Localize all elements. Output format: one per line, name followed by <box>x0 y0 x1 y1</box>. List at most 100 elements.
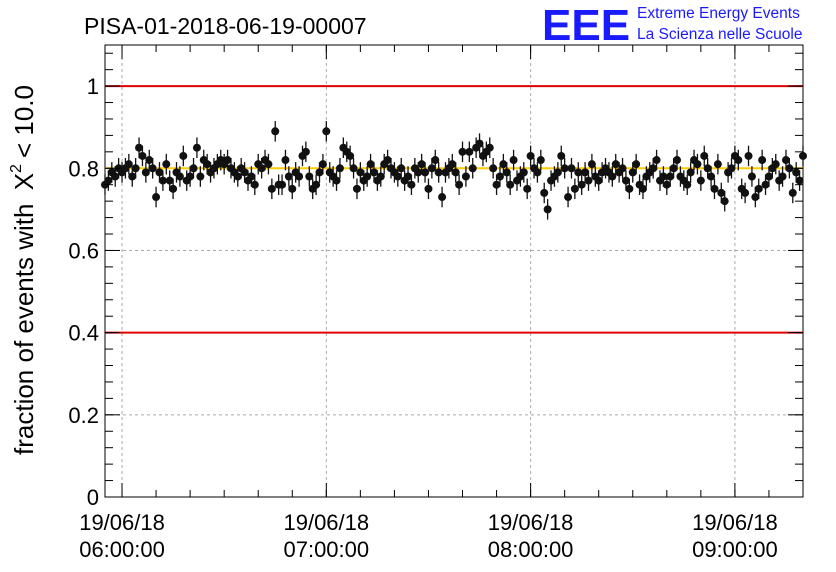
data-marker <box>438 193 447 202</box>
data-marker <box>322 127 331 136</box>
data-marker <box>567 164 576 173</box>
data-marker <box>312 180 321 189</box>
data-marker <box>295 172 304 181</box>
data-marker <box>649 164 658 173</box>
data-marker <box>761 180 770 189</box>
data-marker <box>267 184 276 193</box>
data-marker <box>792 168 801 177</box>
data-marker <box>747 172 756 181</box>
data-marker <box>138 151 147 160</box>
data-marker <box>764 172 773 181</box>
data-marker <box>540 188 549 197</box>
y-tick-label: 0.8 <box>68 156 99 181</box>
data-point <box>141 162 150 183</box>
data-marker <box>564 193 573 202</box>
data-marker <box>288 184 297 193</box>
data-point <box>295 166 304 187</box>
data-point <box>683 174 692 195</box>
data-point <box>741 182 750 204</box>
data-marker <box>451 168 460 177</box>
data-marker <box>686 168 695 177</box>
data-marker <box>587 160 596 169</box>
data-point <box>523 178 532 200</box>
data-marker <box>788 188 797 197</box>
data-marker <box>240 168 249 177</box>
data-marker <box>111 172 120 181</box>
data-marker <box>383 156 392 165</box>
data-marker <box>421 168 430 177</box>
data-point <box>335 158 344 179</box>
data-marker <box>148 164 157 173</box>
data-marker <box>128 172 137 181</box>
data-marker <box>625 184 634 193</box>
data-marker <box>608 172 617 181</box>
data-point <box>431 149 440 171</box>
reference-lines <box>105 85 803 334</box>
data-marker <box>727 164 736 173</box>
data-point <box>533 162 542 183</box>
data-marker <box>203 160 212 169</box>
data-marker <box>754 184 763 193</box>
data-marker <box>734 156 743 165</box>
data-point <box>301 141 310 163</box>
data-point <box>271 121 280 142</box>
y-tick-label: 0.2 <box>68 403 99 428</box>
data-point <box>189 158 198 179</box>
y-tick-label: 0 <box>87 485 99 510</box>
data-marker <box>257 164 266 173</box>
data-marker <box>369 168 378 177</box>
data-marker <box>713 160 722 169</box>
data-point <box>148 158 157 179</box>
data-marker <box>509 156 518 165</box>
data-point <box>322 121 331 142</box>
data-marker <box>158 176 167 185</box>
data-marker <box>162 160 171 169</box>
grid <box>105 45 803 497</box>
data-point <box>788 182 797 204</box>
data-marker <box>519 168 528 177</box>
data-marker <box>638 184 647 193</box>
data-marker <box>506 180 515 189</box>
data-point <box>584 170 593 191</box>
data-marker <box>152 193 161 202</box>
data-marker <box>577 180 586 189</box>
data-marker <box>366 160 375 169</box>
x-tick-time: 07:00:00 <box>283 537 369 562</box>
y-tick-label: 1 <box>87 74 99 99</box>
data-marker <box>778 172 787 181</box>
data-point <box>720 190 729 212</box>
logo-line2: La Scienza nelle Scuole <box>637 26 802 43</box>
data-point <box>158 170 167 191</box>
data-marker <box>284 172 293 181</box>
data-marker <box>407 180 416 189</box>
data-point <box>502 162 511 183</box>
data-marker <box>584 176 593 185</box>
data-point <box>152 186 161 208</box>
data-point <box>574 162 583 183</box>
chart-title: PISA-01-2018-06-19-00007 <box>84 13 367 39</box>
data-marker <box>489 164 498 173</box>
logo-line1: Extreme Energy Events <box>637 5 800 22</box>
data-marker <box>192 143 201 152</box>
data-point <box>495 166 504 187</box>
data-marker <box>771 160 780 169</box>
data-point <box>346 145 355 167</box>
data-marker <box>707 172 716 181</box>
data-marker <box>155 168 164 177</box>
data-marker <box>145 156 154 165</box>
data-marker <box>169 184 178 193</box>
data-point <box>124 153 133 175</box>
x-tick-date: 19/06/18 <box>79 510 165 535</box>
data-point <box>312 174 321 195</box>
data-point <box>192 137 201 158</box>
data-points <box>101 121 807 220</box>
data-point <box>734 149 743 171</box>
data-marker <box>179 151 188 160</box>
data-marker <box>455 180 464 189</box>
data-marker <box>570 184 579 193</box>
data-marker <box>485 143 494 152</box>
data-point <box>352 178 361 200</box>
data-marker <box>499 160 508 169</box>
data-marker <box>315 168 324 177</box>
data-point <box>407 174 416 195</box>
